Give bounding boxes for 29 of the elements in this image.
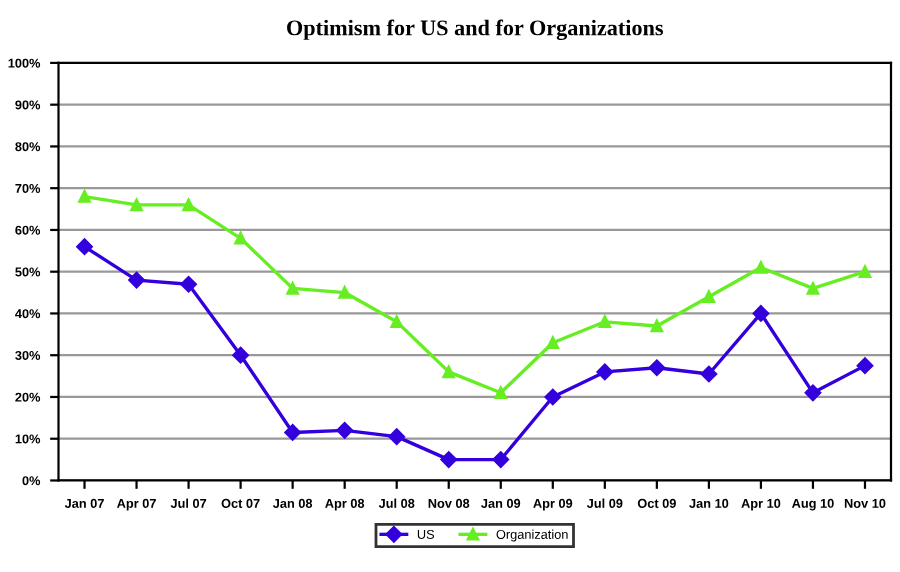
point [284, 424, 301, 441]
point [702, 290, 716, 303]
point [544, 388, 562, 406]
point [232, 346, 249, 364]
point [492, 451, 510, 468]
point [76, 238, 93, 255]
point [754, 261, 768, 274]
point [648, 359, 666, 376]
point [546, 336, 560, 349]
point [598, 315, 612, 329]
point [596, 363, 614, 381]
point [390, 315, 403, 329]
point [388, 428, 405, 445]
point [494, 386, 508, 400]
point [858, 265, 872, 278]
point [650, 319, 664, 333]
point [856, 357, 874, 374]
point [336, 422, 353, 439]
chart-title: Optimism for US and for Organizations [287, 19, 664, 41]
point [804, 384, 822, 402]
point [700, 365, 718, 383]
point [128, 271, 145, 289]
point [182, 198, 195, 212]
point [130, 198, 143, 212]
point [440, 451, 457, 468]
point [442, 365, 455, 379]
point [752, 305, 770, 322]
point [180, 275, 197, 293]
point [806, 282, 820, 295]
